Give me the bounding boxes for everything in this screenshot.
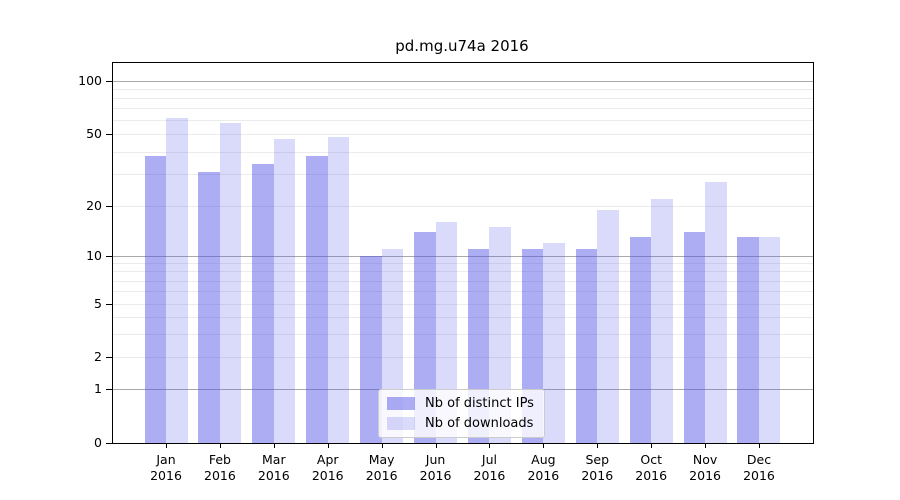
bar-downloads [219,122,242,443]
x-tick-label: Dec 2016 [743,452,775,483]
gridline-minor [113,134,813,135]
y-tick-label: 5 [94,296,102,311]
x-tick-label: Feb 2016 [204,452,236,483]
bar-distinct-ips [144,155,166,443]
gridline-minor [113,333,813,335]
bar-downloads [435,222,458,443]
x-tick-label: Sep 2016 [581,452,614,483]
bar-distinct-ips [252,164,274,443]
bar-downloads [597,209,619,443]
bar-distinct-ips [629,237,652,443]
legend-item-downloads: Nb of downloads [387,416,534,431]
y-tick-mark [106,134,112,135]
y-tick-mark [106,443,112,444]
bar-downloads [489,226,511,443]
bar-distinct-ips [683,231,706,443]
x-tick-mark [489,443,491,448]
y-tick-mark [106,389,112,390]
gridline-minor [113,291,813,293]
gridline-minor [113,89,813,91]
y-tick-mark [106,206,112,207]
bar-downloads [758,237,781,443]
y-tick-label: 1 [94,381,102,396]
x-tick-mark [273,443,275,448]
gridline-major [113,81,813,82]
gridline-minor [113,316,813,318]
bar-distinct-ips [575,249,598,443]
x-tick-mark [435,443,437,448]
y-tick-label: 50 [86,126,102,141]
y-tick-mark [106,304,112,305]
gridline-minor [113,280,813,282]
chart-title: pd.mg.u74a 2016 [395,37,529,55]
x-tick-mark [597,443,599,448]
bar-downloads [273,138,296,443]
x-tick-mark [651,443,653,448]
bar-downloads [166,117,188,443]
gridline-minor [113,108,813,110]
gridline-minor [113,304,813,305]
bar-downloads [543,242,565,443]
y-tick-label: 0 [94,435,102,450]
bar-distinct-ips [198,171,220,443]
x-tick-label: Mar 2016 [257,452,290,483]
x-tick-label: May 2016 [365,452,398,483]
bar-downloads [651,198,673,443]
bar-distinct-ips [360,256,382,443]
gridline-minor [113,263,813,265]
legend-item-distinct-ips: Nb of distinct IPs [387,396,534,411]
y-tick-mark [106,81,112,82]
plot-area: Jan 2016 Feb 2016 Mar 2016 Apr 2016 May 2016… [78,62,814,483]
legend-swatch-distinct-ips [387,397,415,410]
gridline-major [113,256,813,257]
bar-distinct-ips [737,237,759,443]
bar-downloads [705,182,727,443]
x-tick-label: Oct 2016 [635,452,668,483]
y-tick-label: 20 [86,198,102,213]
legend-label-distinct-ips: Nb of distinct IPs [425,396,534,411]
bar-downloads [327,137,350,443]
gridline-minor [113,206,813,207]
y-tick-mark [106,357,112,358]
legend: Nb of distinct IPs Nb of downloads [378,389,545,438]
x-tick-mark [381,443,383,448]
x-tick-mark [327,443,329,448]
x-tick-mark [543,443,545,448]
y-tick-label: 2 [94,349,102,364]
y-tick-label: 100 [78,73,102,88]
x-tick-mark [166,443,167,448]
x-tick-mark [758,443,760,448]
x-tick-label: Jan 2016 [150,452,182,483]
x-tick-mark [219,443,221,448]
gridline-minor [113,120,813,122]
bar-distinct-ips [306,155,328,443]
gridline-minor [113,271,813,273]
x-tick-label: Jul 2016 [473,452,506,483]
gridline-minor [113,357,813,358]
legend-swatch-downloads [387,417,415,430]
gridline-minor [113,98,813,100]
x-tick-label: Nov 2016 [689,452,721,483]
x-tick-label: Jun 2016 [419,452,452,483]
y-tick-label: 10 [86,248,102,263]
gridline-minor [113,174,813,176]
y-tick-mark [106,256,112,257]
x-tick-mark [705,443,707,448]
legend-label-downloads: Nb of downloads [425,416,534,431]
x-tick-label: Apr 2016 [311,452,344,483]
gridline-minor [113,151,813,153]
x-tick-label: Aug 2016 [527,452,560,483]
